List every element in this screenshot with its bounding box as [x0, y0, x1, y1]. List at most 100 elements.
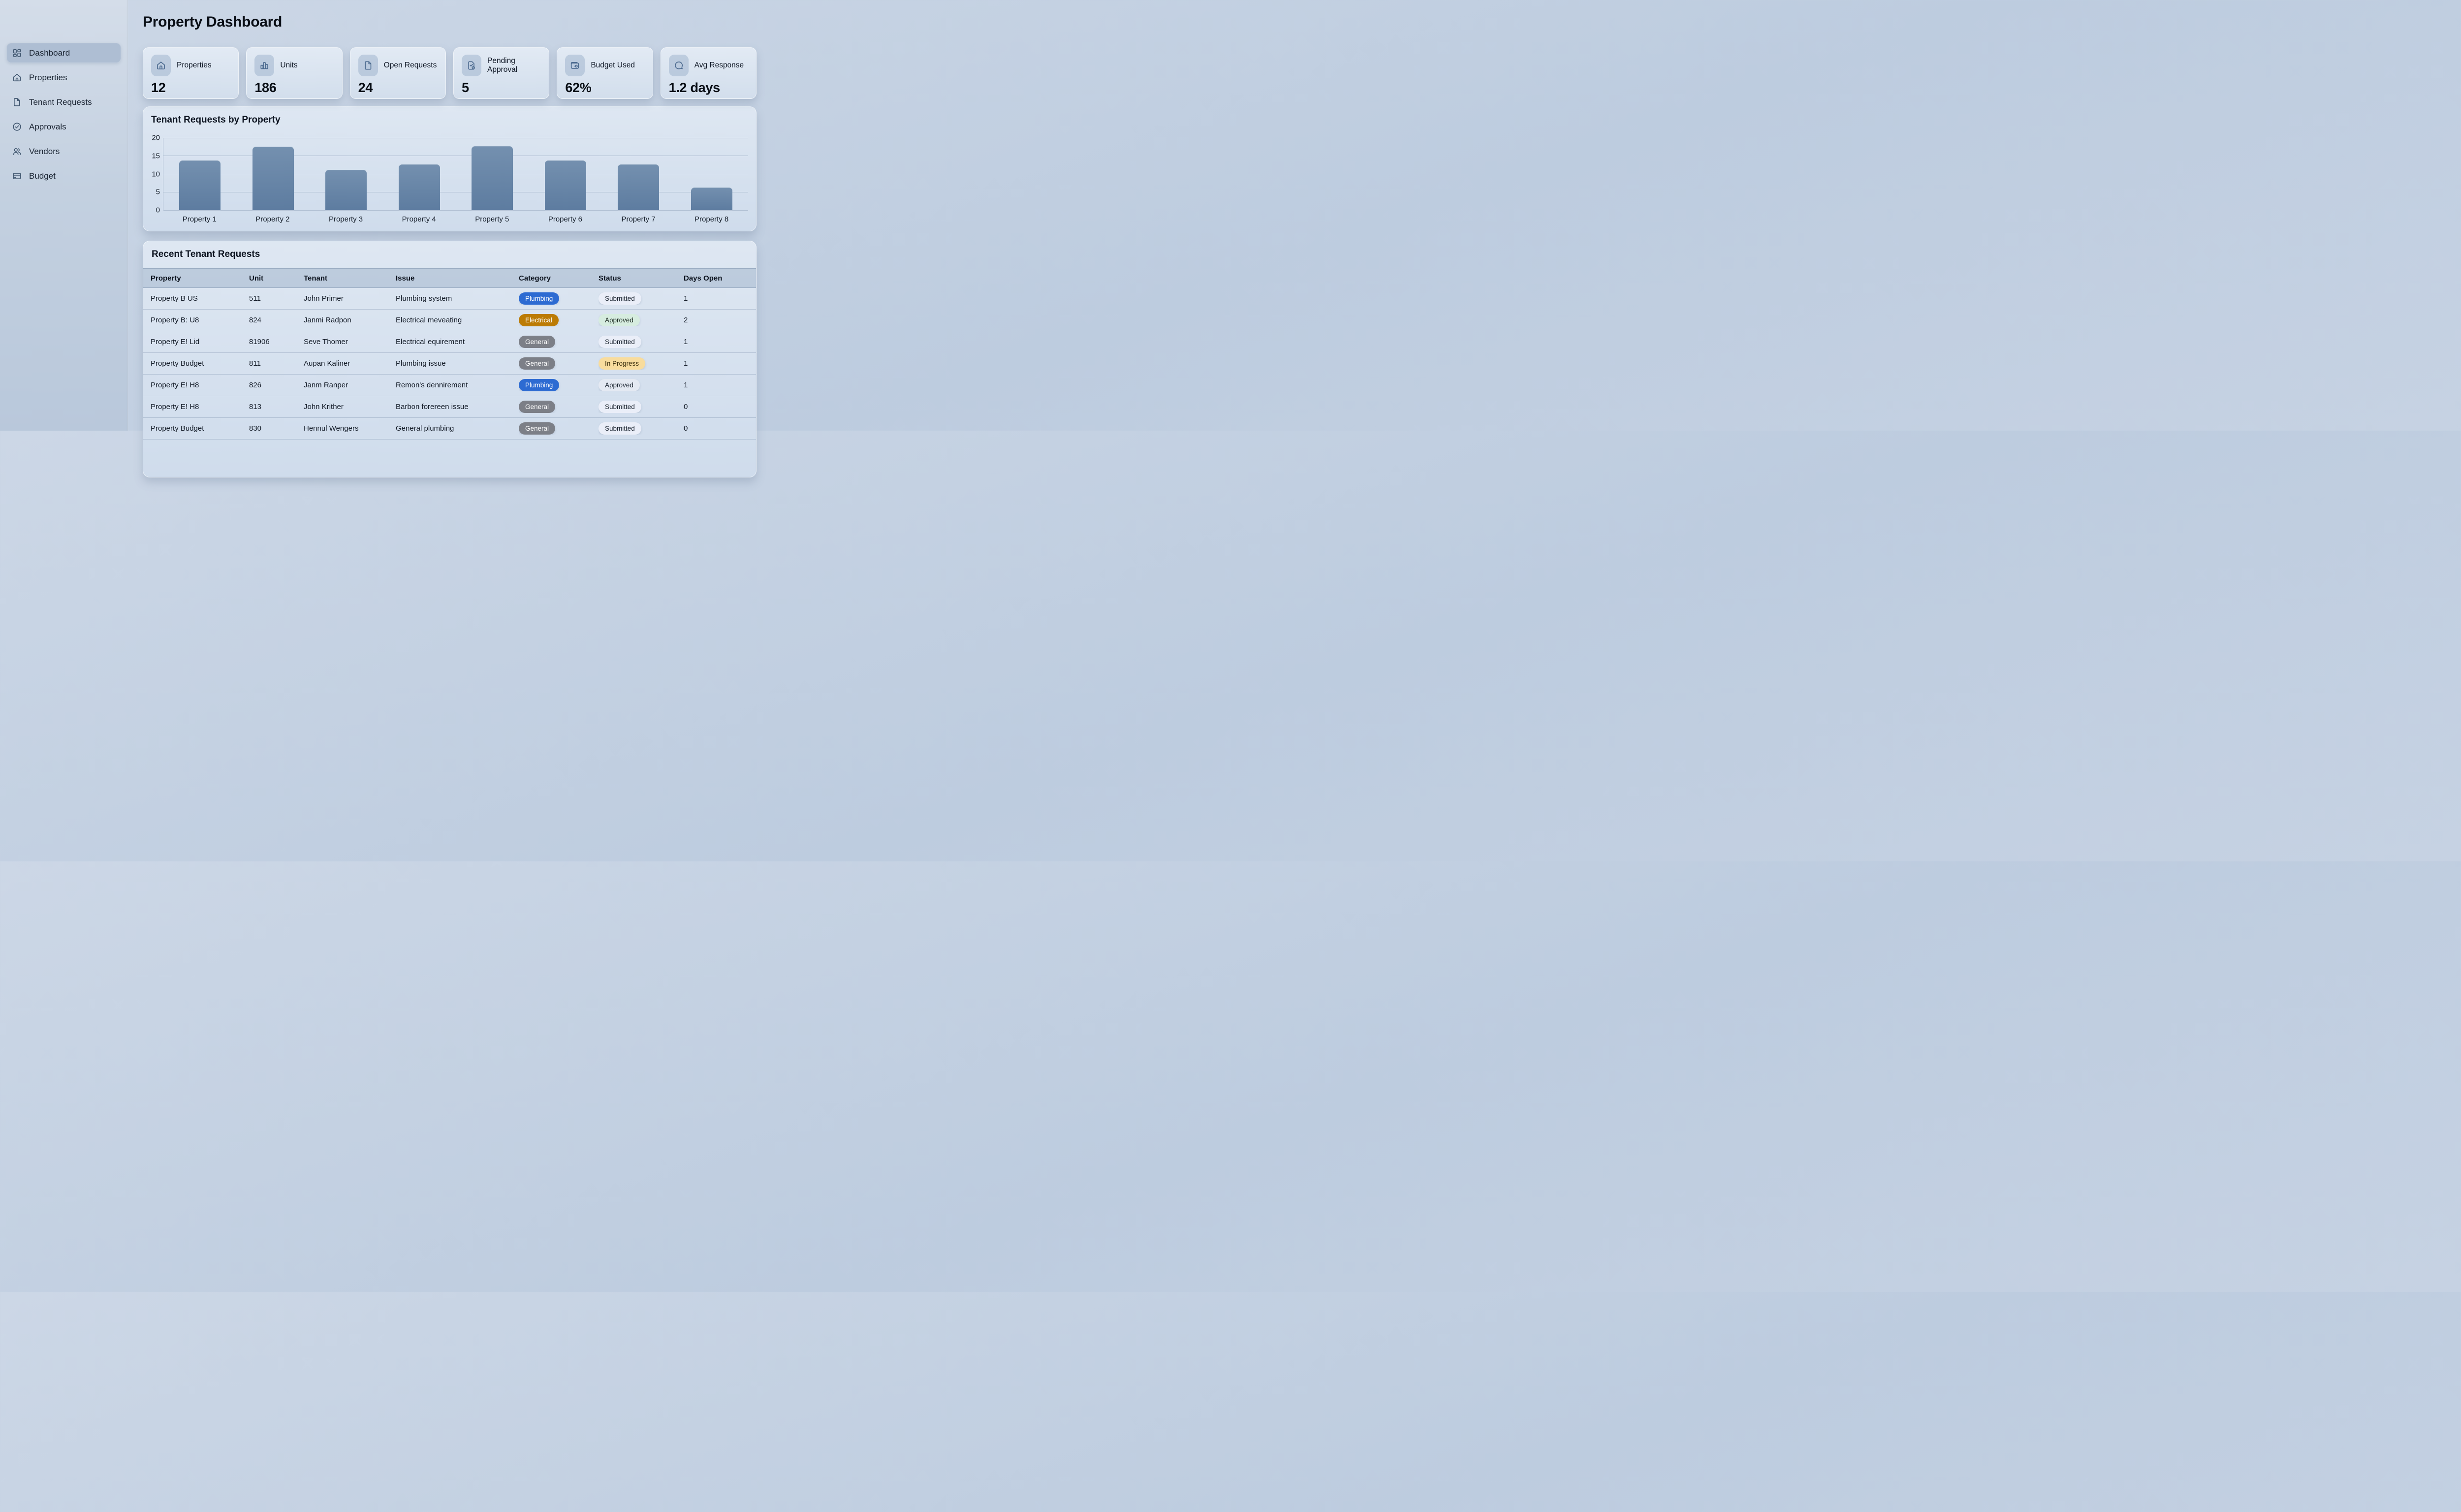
stat-label: Properties [177, 61, 212, 70]
stat-icon-chip [151, 55, 171, 76]
table-row[interactable]: Property B US 511 John Primer Plumbing s… [143, 288, 756, 310]
x-tick-label: Property 1 [163, 215, 236, 223]
x-tick-label: Property 3 [309, 215, 382, 223]
status-badge: Submitted [599, 401, 641, 413]
bar-property-7 [618, 164, 659, 210]
page-title: Property Dashboard [143, 13, 757, 32]
cell-tenant: Aupan Kaliner [304, 359, 396, 368]
category-badge: Plumbing [519, 379, 559, 392]
file-check-icon [466, 60, 477, 71]
cell-issue: Plumbing system [396, 294, 519, 303]
x-tick-label: Property 2 [236, 215, 310, 223]
main-content: Property Dashboard Properties 1 2 Units 1… [128, 0, 772, 431]
stat-icon-chip [565, 55, 585, 76]
sidebar-item-label: Vendors [29, 147, 60, 157]
sidebar-item-tenant-requests[interactable]: Tenant Requests [6, 92, 121, 112]
column-header-property: Property [143, 274, 249, 283]
cell-property: Property E! Lid [143, 338, 249, 346]
status-badge: Submitted [599, 422, 641, 435]
bar-chart: 20151050 Property 1Property 2Property 3P… [151, 138, 748, 223]
chart-bars [163, 138, 748, 210]
cell-issue: General plumbing [396, 424, 519, 433]
stat-value: 24 [358, 80, 438, 95]
cell-issue: Electrical meveating [396, 316, 519, 324]
x-tick-label: Property 8 [675, 215, 748, 223]
bar-chart-icon [259, 60, 270, 71]
chart-y-axis: 20151050 [151, 138, 163, 210]
stat-card: Open Requests 24 [350, 47, 446, 99]
sidebar-item-label: Approvals [29, 122, 66, 132]
sidebar-item-label: Budget [29, 171, 56, 181]
credit-card-icon [12, 171, 22, 181]
bar-property-5 [472, 146, 513, 210]
category-badge: Plumbing [519, 292, 559, 305]
stat-card: Units 186 [246, 47, 342, 99]
cell-unit: 830 [249, 424, 304, 433]
home-icon [156, 60, 166, 71]
sidebar-item-properties[interactable]: Properties [6, 67, 121, 88]
home-icon [12, 72, 22, 83]
status-badge: Approved [599, 314, 640, 327]
y-tick-label: 5 [156, 188, 160, 196]
cell-unit: 826 [249, 381, 304, 389]
bar-property-3 [325, 170, 367, 210]
category-badge: Electrical [519, 314, 559, 327]
tenant-requests-chart-panel: Tenant Requests by Property 20151050 Pro… [143, 106, 757, 231]
status-badge: In Progress [599, 357, 645, 370]
column-header-tenant: Tenant [304, 274, 396, 283]
stat-label: Pending Approval [487, 57, 541, 74]
table-title: Recent Tenant Requests [143, 249, 756, 260]
file-icon [363, 60, 374, 71]
y-tick-label: 0 [156, 206, 160, 215]
table-header-row: PropertyUnitTenantIssueCategoryStatusDay… [143, 268, 756, 288]
column-header-issue: Issue [396, 274, 519, 283]
chart-title: Tenant Requests by Property [151, 115, 748, 126]
cell-property: Property B US [143, 294, 249, 303]
status-badge: Submitted [599, 292, 641, 305]
cell-property: Property E! H8 [143, 403, 249, 411]
users-icon [12, 146, 22, 157]
sidebar: Dashboard Properties Tenant Requests App… [0, 0, 128, 431]
sidebar-item-label: Properties [29, 73, 67, 83]
x-tick-label: Property 4 [382, 215, 456, 223]
cell-tenant: Janm Ranper [304, 381, 396, 389]
sidebar-item-label: Tenant Requests [29, 97, 92, 107]
cell-property: Property B: U8 [143, 316, 249, 324]
stat-card: Budget Used 62% [557, 47, 653, 99]
cell-issue: Electrical equirement [396, 338, 519, 346]
sidebar-item-dashboard[interactable]: Dashboard [6, 43, 121, 63]
table-row[interactable]: Property Budget 811 Aupan Kaliner Plumbi… [143, 353, 756, 375]
stat-icon-chip [254, 55, 274, 76]
cell-days-open: 2 [684, 316, 756, 324]
cell-unit: 824 [249, 316, 304, 324]
x-tick-label: Property 5 [456, 215, 529, 223]
stat-label: Open Requests [384, 61, 437, 70]
cell-unit: 811 [249, 359, 304, 368]
y-tick-label: 10 [152, 170, 160, 178]
cell-tenant: Seve Thomer [304, 338, 396, 346]
column-header-status: Status [599, 274, 684, 283]
cell-property: Property Budget [143, 424, 249, 433]
stat-label: Budget Used [591, 61, 635, 70]
table-row[interactable]: Property E! H8 826 Janm Ranper Remon's d… [143, 375, 756, 396]
cell-tenant: John Krither [304, 403, 396, 411]
sidebar-item-vendors[interactable]: Vendors [6, 141, 121, 161]
column-header-days-open: Days Open [684, 274, 756, 283]
y-tick-label: 15 [152, 152, 160, 160]
check-circle-icon [12, 122, 22, 132]
bar-property-8 [691, 188, 732, 210]
sidebar-item-approvals[interactable]: Approvals [6, 117, 121, 137]
stat-label: Avg Response [694, 61, 744, 70]
cell-days-open: 0 [684, 403, 756, 411]
cell-tenant: Hennul Wengers [304, 424, 396, 433]
cell-issue: Barbon forereen issue [396, 403, 519, 411]
x-tick-label: Property 7 [602, 215, 675, 223]
table-row[interactable]: Property E! Lid 81906 Seve Thomer Electr… [143, 331, 756, 353]
sidebar-item-budget[interactable]: Budget [6, 166, 121, 186]
cell-days-open: 1 [684, 294, 756, 303]
table-row[interactable]: Property B: U8 824 Janmi Radpon Electric… [143, 310, 756, 331]
table-row[interactable]: Property Budget 830 Hennul Wengers Gener… [143, 418, 756, 440]
bar-property-1 [179, 160, 221, 210]
table-row[interactable]: Property E! H8 813 John Krither Barbon f… [143, 396, 756, 418]
cell-property: Property Budget [143, 359, 249, 368]
